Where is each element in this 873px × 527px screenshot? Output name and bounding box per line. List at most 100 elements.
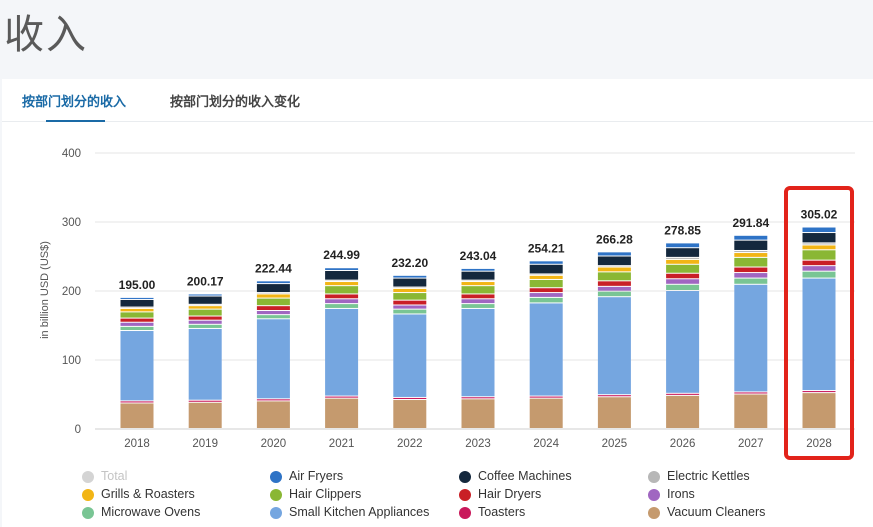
bar-segment[interactable] (734, 267, 768, 273)
bar-segment[interactable] (734, 273, 768, 278)
bar-2023[interactable] (461, 268, 495, 428)
bar-segment[interactable] (461, 282, 495, 286)
bar-segment[interactable] (529, 297, 563, 303)
bar-segment[interactable] (325, 304, 359, 308)
bar-segment[interactable] (529, 264, 563, 274)
bar-segment[interactable] (188, 324, 222, 328)
bar-segment[interactable] (120, 401, 154, 403)
bar-segment[interactable] (529, 279, 563, 288)
bar-segment[interactable] (325, 396, 359, 398)
bar-segment[interactable] (188, 320, 222, 324)
bar-segment[interactable] (188, 400, 222, 402)
bar-segment[interactable] (666, 284, 700, 290)
bar-segment[interactable] (325, 294, 359, 299)
bar-2019[interactable] (188, 294, 222, 428)
bar-segment[interactable] (393, 275, 427, 278)
bar-segment[interactable] (802, 250, 836, 260)
bar-segment[interactable] (529, 288, 563, 293)
bar-2028[interactable] (802, 227, 836, 428)
bar-segment[interactable] (597, 281, 631, 286)
bar-2020[interactable] (256, 281, 290, 428)
bar-segment[interactable] (461, 294, 495, 299)
bar-2026[interactable] (666, 243, 700, 428)
bar-segment[interactable] (529, 293, 563, 297)
bar-segment[interactable] (256, 298, 290, 306)
bar-segment[interactable] (256, 294, 290, 298)
bar-segment[interactable] (461, 397, 495, 399)
bar-segment[interactable] (802, 391, 836, 393)
bar-2021[interactable] (325, 268, 359, 428)
bar-segment[interactable] (325, 270, 359, 280)
bar-segment[interactable] (529, 275, 563, 279)
bar-segment[interactable] (393, 300, 427, 305)
bar-segment[interactable] (802, 227, 836, 233)
bar-segment[interactable] (188, 306, 222, 309)
bar-segment[interactable] (597, 267, 631, 272)
bar-segment[interactable] (393, 278, 427, 287)
bar-segment[interactable] (802, 260, 836, 266)
bar-segment[interactable] (734, 392, 768, 394)
bar-2025[interactable] (597, 252, 631, 428)
bar-2027[interactable] (734, 235, 768, 428)
bar-segment[interactable] (120, 322, 154, 326)
bar-segment[interactable] (461, 268, 495, 271)
bar-segment[interactable] (188, 309, 222, 316)
tab-revenue-by-segment[interactable]: 按部门划分的收入 (22, 95, 127, 110)
bar-segment[interactable] (325, 299, 359, 304)
bar-segment[interactable] (734, 240, 768, 250)
tab-revenue-change-by-segment[interactable]: 按部门划分的收入变化 (170, 95, 301, 110)
bar-segment[interactable] (120, 308, 154, 312)
bar-segment[interactable] (256, 319, 290, 399)
bar-segment[interactable] (120, 299, 154, 307)
bar-segment[interactable] (188, 316, 222, 320)
bar-segment[interactable] (120, 312, 154, 318)
bar-segment[interactable] (120, 403, 154, 428)
bar-segment[interactable] (120, 326, 154, 331)
bar-segment[interactable] (597, 286, 631, 291)
bar-segment[interactable] (393, 314, 427, 397)
bar-segment[interactable] (597, 256, 631, 266)
bar-2024[interactable] (529, 261, 563, 428)
bar-segment[interactable] (256, 401, 290, 428)
bar-segment[interactable] (461, 299, 495, 304)
bar-segment[interactable] (734, 278, 768, 284)
bar-segment[interactable] (802, 243, 836, 245)
bar-segment[interactable] (325, 286, 359, 294)
bar-segment[interactable] (529, 398, 563, 428)
bar-segment[interactable] (325, 398, 359, 428)
bar-segment[interactable] (256, 284, 290, 293)
bar-segment[interactable] (393, 400, 427, 428)
bar-segment[interactable] (188, 296, 222, 304)
bar-segment[interactable] (188, 328, 222, 400)
bar-segment[interactable] (393, 293, 427, 300)
bar-2022[interactable] (393, 275, 427, 428)
bar-segment[interactable] (120, 318, 154, 322)
bar-segment[interactable] (802, 393, 836, 428)
bar-segment[interactable] (802, 233, 836, 243)
bar-segment[interactable] (120, 331, 154, 401)
bar-segment[interactable] (256, 399, 290, 401)
bar-segment[interactable] (802, 245, 836, 250)
bar-2018[interactable] (120, 297, 154, 428)
bar-segment[interactable] (666, 259, 700, 264)
bar-segment[interactable] (461, 308, 495, 397)
bar-segment[interactable] (393, 305, 427, 309)
bar-segment[interactable] (734, 257, 768, 267)
bar-segment[interactable] (461, 286, 495, 294)
bar-segment[interactable] (597, 297, 631, 395)
bar-segment[interactable] (529, 261, 563, 264)
bar-segment[interactable] (461, 304, 495, 308)
bar-segment[interactable] (802, 271, 836, 278)
bar-segment[interactable] (461, 399, 495, 428)
bar-segment[interactable] (666, 279, 700, 284)
bar-segment[interactable] (325, 308, 359, 396)
bar-segment[interactable] (666, 257, 700, 259)
bar-segment[interactable] (461, 271, 495, 280)
bar-segment[interactable] (666, 248, 700, 257)
bar-segment[interactable] (802, 266, 836, 271)
bar-segment[interactable] (666, 393, 700, 395)
bar-segment[interactable] (256, 306, 290, 311)
bar-segment[interactable] (188, 402, 222, 428)
bar-segment[interactable] (256, 281, 290, 284)
bar-segment[interactable] (393, 288, 427, 293)
